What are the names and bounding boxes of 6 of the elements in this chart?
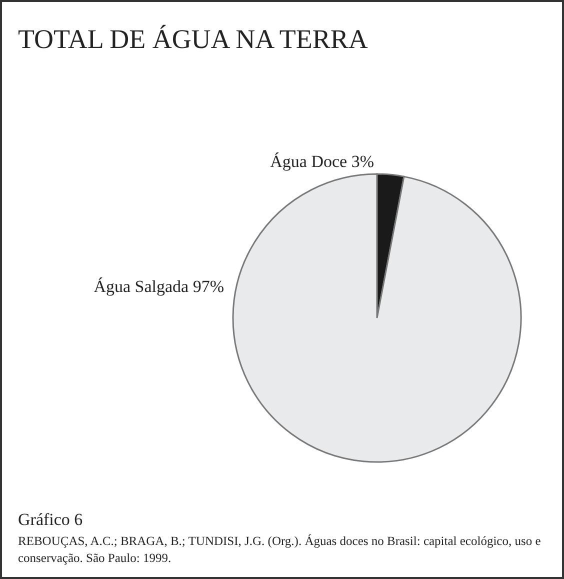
pie-slice bbox=[232, 173, 522, 463]
slice-label: Água Salgada 97% bbox=[94, 277, 224, 296]
text: REBOUÇAS, A.C.; BRAGA, B.; TUNDISI, J.G. (Org.). Águas doces no Brasil: capital ecológico, uso e conservação. São Paulo: 1999. bbox=[18, 533, 542, 567]
chart-title: TOTAL DE ÁGUA NA TERRA bbox=[18, 24, 368, 54]
text: Gráfico 6 bbox=[18, 510, 84, 530]
slice-label: Água Doce 3% bbox=[270, 152, 374, 171]
